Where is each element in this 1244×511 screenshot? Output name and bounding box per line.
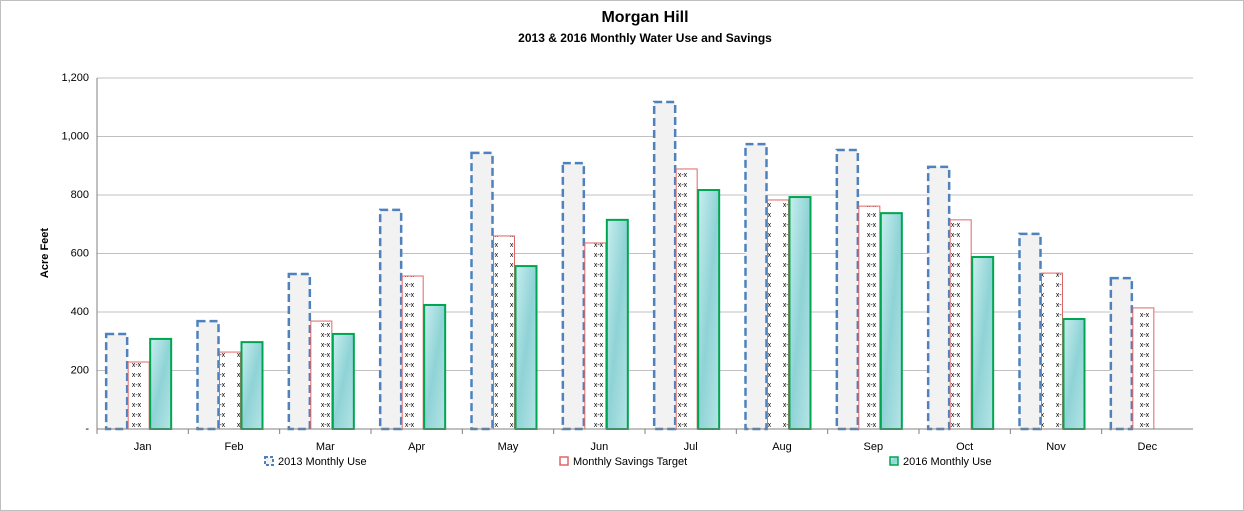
bar [287,272,312,431]
bar [240,341,264,430]
x-tick-label: Feb [225,441,244,453]
x-tick-label: Jan [134,441,152,453]
x-tick-label: Dec [1138,441,1158,453]
x-tick-label: Nov [1046,441,1066,453]
bar [331,332,355,430]
bar [561,161,586,431]
y-tick-label: 400 [71,306,89,318]
x-tick-label: Jun [590,441,608,453]
x-tick-label: Aug [772,441,792,453]
bar [879,212,903,430]
y-tick-label: 200 [71,364,89,376]
y-axis-label: Acre Feet [39,228,51,278]
legend-label: 2016 Monthly Use [903,456,992,468]
legend-label: Monthly Savings Target [573,456,687,468]
bar [423,303,447,431]
bar [514,265,538,431]
bar [196,319,220,431]
bar [219,351,241,430]
x-tick-label: Apr [408,441,425,453]
bar [652,100,677,431]
bar [788,196,812,430]
bar [1041,272,1063,430]
bar [744,142,768,431]
legend-swatch [559,456,569,466]
bar [310,320,333,430]
bar [1062,318,1086,430]
bar [926,165,951,431]
y-tick-label: 1,000 [61,130,89,142]
bar [1018,232,1042,431]
bar [835,148,860,431]
bar [470,151,494,431]
bar [858,205,881,430]
bar [971,256,995,431]
bar [767,199,789,430]
bar [149,337,173,430]
bar [584,242,607,430]
x-tick-label: Sep [864,441,884,453]
bar [493,235,515,430]
bar [605,218,629,430]
x-tick-label: Mar [316,441,335,453]
y-tick-label: 600 [71,247,89,259]
bar [401,275,424,430]
bar [675,168,698,430]
y-tick-label: 1,200 [61,72,89,84]
bar [1132,307,1155,430]
bar [1109,276,1134,431]
y-tick-label: - [85,423,89,435]
y-tick-label: 800 [71,189,89,201]
bar [949,219,972,430]
x-tick-label: May [498,441,519,453]
bar [104,332,129,431]
x-tick-label: Jul [684,441,698,453]
bar [127,361,150,430]
legend-swatch [889,456,899,466]
chart-title: Morgan Hill [601,9,688,26]
bar [697,189,721,430]
bar [378,208,403,431]
legend-swatch [264,456,274,466]
x-tick-label: Oct [956,441,973,453]
chart-subtitle: 2013 & 2016 Monthly Water Use and Saving… [518,31,772,45]
legend-label: 2013 Monthly Use [278,456,367,468]
